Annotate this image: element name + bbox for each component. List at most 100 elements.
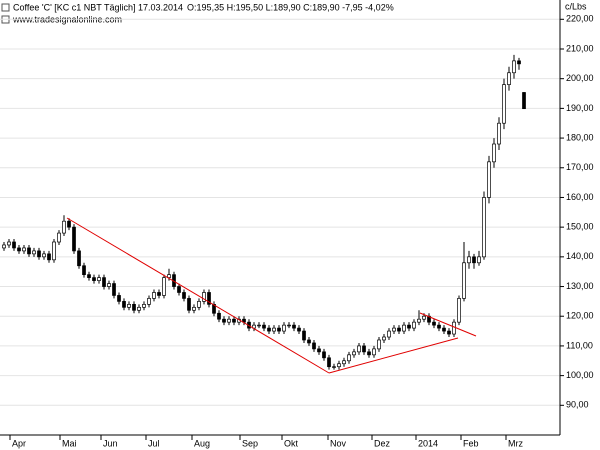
candle-body bbox=[152, 292, 156, 299]
candle-body bbox=[502, 84, 506, 124]
candle-body bbox=[232, 318, 236, 323]
candle-body bbox=[127, 304, 131, 308]
candle-body bbox=[522, 92, 526, 110]
candle-body bbox=[167, 274, 171, 278]
candle-body bbox=[37, 250, 41, 258]
candle-body bbox=[162, 277, 166, 296]
x-tick-label: Okt bbox=[284, 438, 299, 448]
candle-body bbox=[367, 351, 371, 356]
candle-body bbox=[12, 241, 16, 249]
candle-body bbox=[182, 292, 186, 299]
candle-body bbox=[107, 283, 111, 287]
candle-body bbox=[382, 336, 386, 341]
candle-body bbox=[177, 286, 181, 293]
x-tick-label: Jul bbox=[148, 438, 160, 448]
candle-body bbox=[517, 60, 521, 65]
candle-body bbox=[442, 327, 446, 332]
candle-body bbox=[47, 253, 51, 261]
candle-body bbox=[302, 330, 306, 341]
candle-body bbox=[197, 301, 201, 308]
x-tick-label: Dez bbox=[374, 438, 391, 448]
y-tick-label: 180,00 bbox=[566, 132, 594, 142]
candle-body bbox=[342, 360, 346, 365]
candle-body bbox=[477, 256, 481, 264]
candle-body bbox=[457, 298, 461, 323]
candle-body bbox=[67, 220, 71, 228]
candle-body bbox=[507, 72, 511, 85]
candle-body bbox=[147, 298, 151, 305]
candle-body bbox=[472, 256, 476, 264]
candle-body bbox=[7, 241, 11, 246]
candle-body bbox=[332, 366, 336, 368]
candle-body bbox=[317, 348, 321, 353]
candle-body bbox=[142, 304, 146, 308]
x-tick-label: Mai bbox=[62, 438, 77, 448]
candle-body bbox=[2, 244, 6, 249]
candle-body bbox=[97, 277, 101, 281]
candle-body bbox=[257, 324, 261, 327]
x-tick-label: Aug bbox=[194, 438, 210, 448]
candle-body bbox=[287, 324, 291, 327]
candle-body bbox=[352, 351, 356, 356]
channel-line bbox=[419, 312, 477, 337]
y-axis-unit: c/Lbs bbox=[565, 1, 587, 11]
x-tick-label: 2014 bbox=[418, 438, 438, 448]
y-tick-label: 140,00 bbox=[566, 251, 594, 261]
candle-body bbox=[227, 318, 231, 323]
candle-body bbox=[327, 357, 331, 368]
y-tick-label: 110,00 bbox=[566, 340, 593, 350]
candle-body bbox=[377, 339, 381, 350]
candle-body bbox=[482, 197, 486, 258]
candle-body bbox=[432, 321, 436, 326]
candle-body bbox=[297, 327, 301, 332]
quote: O:195,35 H:195,50 L:189,90 C:189,90 -7,9… bbox=[187, 2, 394, 12]
candle-body bbox=[277, 327, 281, 332]
candle-body bbox=[452, 321, 456, 335]
candle-body bbox=[262, 324, 266, 329]
candle-body bbox=[137, 306, 141, 311]
candle-body bbox=[217, 312, 221, 320]
candle-body bbox=[202, 292, 206, 302]
y-tick-label: 150,00 bbox=[566, 222, 594, 232]
candle-body bbox=[487, 161, 491, 198]
y-tick-label: 190,00 bbox=[566, 103, 594, 113]
candle-body bbox=[22, 247, 26, 252]
candle-body bbox=[347, 354, 351, 362]
trend-line bbox=[66, 217, 330, 374]
candle-body bbox=[122, 301, 126, 308]
candle-body bbox=[307, 339, 311, 344]
candle-body bbox=[102, 277, 106, 287]
x-tick-label: Apr bbox=[12, 438, 26, 448]
candle-body bbox=[157, 292, 161, 296]
candle-body bbox=[87, 274, 91, 278]
candle-body bbox=[267, 327, 271, 332]
menu-icon[interactable] bbox=[1, 3, 10, 12]
candle-body bbox=[412, 321, 416, 329]
y-tick-label: 120,00 bbox=[566, 311, 594, 321]
candle-body bbox=[467, 256, 471, 264]
candle-body bbox=[312, 342, 316, 350]
candle-body bbox=[372, 348, 376, 356]
candle-body bbox=[417, 318, 421, 323]
candle-body bbox=[362, 345, 366, 353]
candle-body bbox=[497, 122, 501, 145]
y-tick-label: 200,00 bbox=[566, 73, 594, 83]
candle-body bbox=[337, 363, 341, 368]
y-tick-label: 160,00 bbox=[566, 192, 594, 202]
candle-body bbox=[72, 226, 76, 252]
candle-body bbox=[62, 220, 66, 234]
candle-body bbox=[437, 324, 441, 329]
candle-body bbox=[402, 324, 406, 332]
candle-body bbox=[387, 330, 391, 338]
candle-body bbox=[447, 330, 451, 335]
candle-body bbox=[187, 298, 191, 311]
y-tick-label: 130,00 bbox=[566, 281, 594, 291]
candle-body bbox=[512, 60, 516, 74]
x-tick-label: Feb bbox=[463, 438, 479, 448]
x-tick-label: Jun bbox=[103, 438, 118, 448]
x-tick-label: Mrz bbox=[508, 438, 523, 448]
support-line bbox=[328, 337, 459, 374]
y-tick-label: 100,00 bbox=[566, 370, 594, 380]
